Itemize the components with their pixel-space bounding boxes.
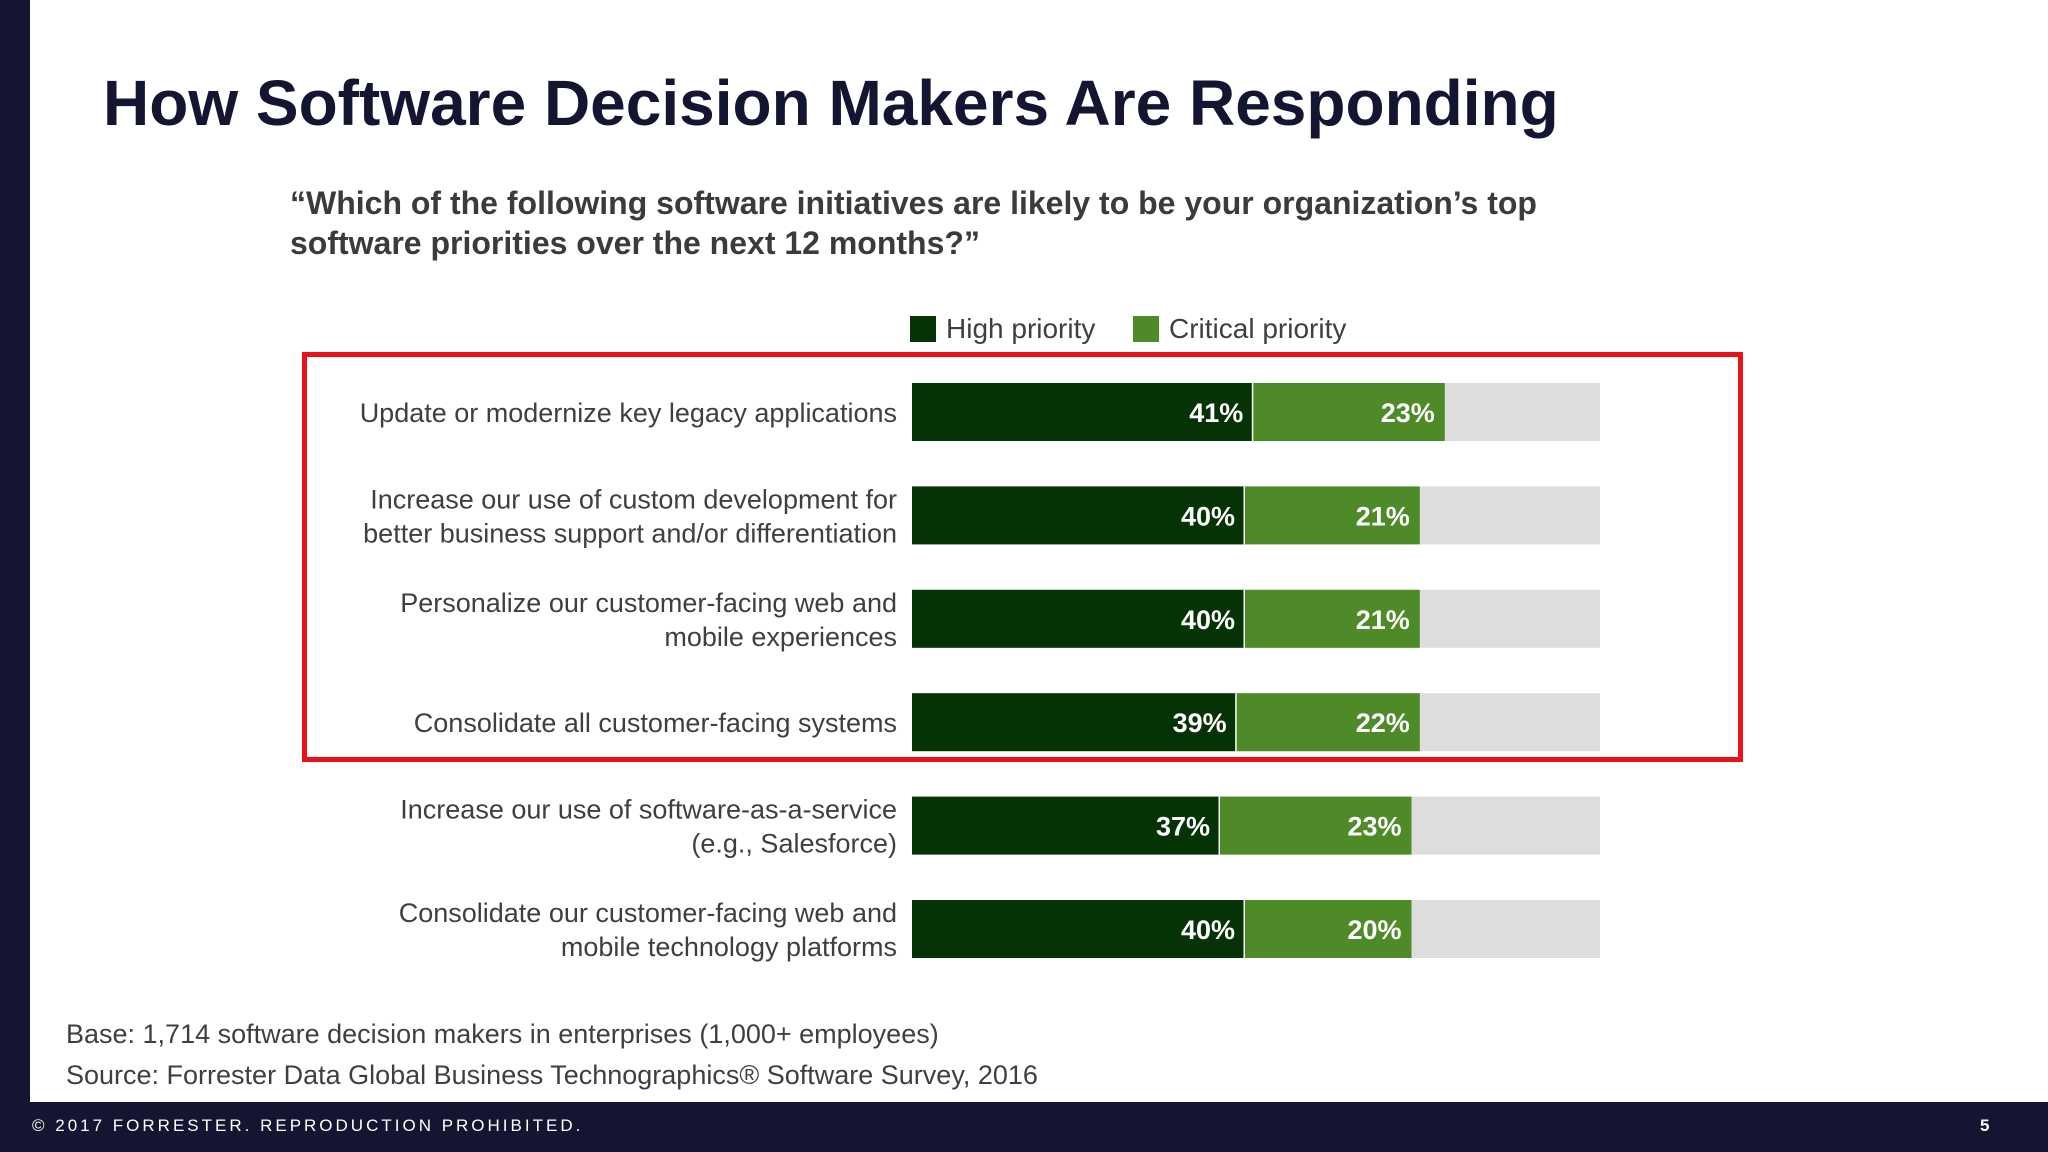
data-label-critical: 23% [1347,812,1401,842]
base-note: Base: 1,714 software decision makers in … [66,1019,939,1049]
survey-question: “Which of the following software initiat… [290,185,1537,261]
bar-critical [1220,796,1412,855]
legend-item-high: High priority [910,313,1095,345]
category-label: mobile technology platforms [561,932,897,962]
data-label-high: 37% [1156,812,1210,842]
category-label: Update or modernize key legacy applicati… [360,398,897,428]
slide-title: How Software Decision Makers Are Respond… [103,67,1559,139]
category-label: (e.g., Salesforce) [691,829,897,859]
category-label: mobile experiences [664,622,897,652]
highlight-box [302,352,1743,762]
legend-swatch-high [910,316,936,342]
bar-high [912,693,1237,752]
legend-label-high: High priority [946,313,1096,344]
bar-critical [1244,900,1412,958]
legend-item-critical: Critical priority [1133,313,1346,345]
category-label: Increase our use of custom development f… [370,484,897,514]
bar-critical [1244,486,1420,545]
copyright-text: © 2017 FORRESTER. REPRODUCTION PROHIBITE… [32,1116,584,1135]
data-label-high: 40% [1181,605,1235,635]
bar-high [912,589,1245,648]
page-number: 5 [1980,1116,1990,1135]
data-label-critical: 23% [1381,398,1435,428]
left-accent-strip [0,0,30,1152]
category-label: Consolidate all customer-facing systems [414,708,897,738]
bar-critical [1244,589,1420,648]
category-label: Consolidate our customer-facing web and [399,898,897,928]
category-label: Increase our use of software-as-a-servic… [400,795,897,825]
bar-critical [1253,383,1445,441]
data-label-critical: 21% [1356,605,1410,635]
data-label-high: 40% [1181,915,1235,945]
bar-high [912,383,1254,441]
data-label-high: 41% [1189,398,1243,428]
data-label-critical: 21% [1356,501,1410,531]
data-label-high: 40% [1181,501,1235,531]
legend-swatch-critical [1133,316,1159,342]
bar-high [912,900,1245,958]
data-label-high: 39% [1173,708,1227,738]
bar-critical [1236,693,1420,752]
legend-label-critical: Critical priority [1169,313,1347,344]
category-label: better business support and/or different… [363,518,897,548]
category-label: Personalize our customer-facing web and [400,588,897,618]
footer-bar [0,1102,2048,1152]
source-note: Source: Forrester Data Global Business T… [66,1060,1038,1090]
bar-high [912,796,1221,855]
data-label-critical: 20% [1347,915,1401,945]
data-label-critical: 22% [1356,708,1410,738]
bar-high [912,486,1245,545]
